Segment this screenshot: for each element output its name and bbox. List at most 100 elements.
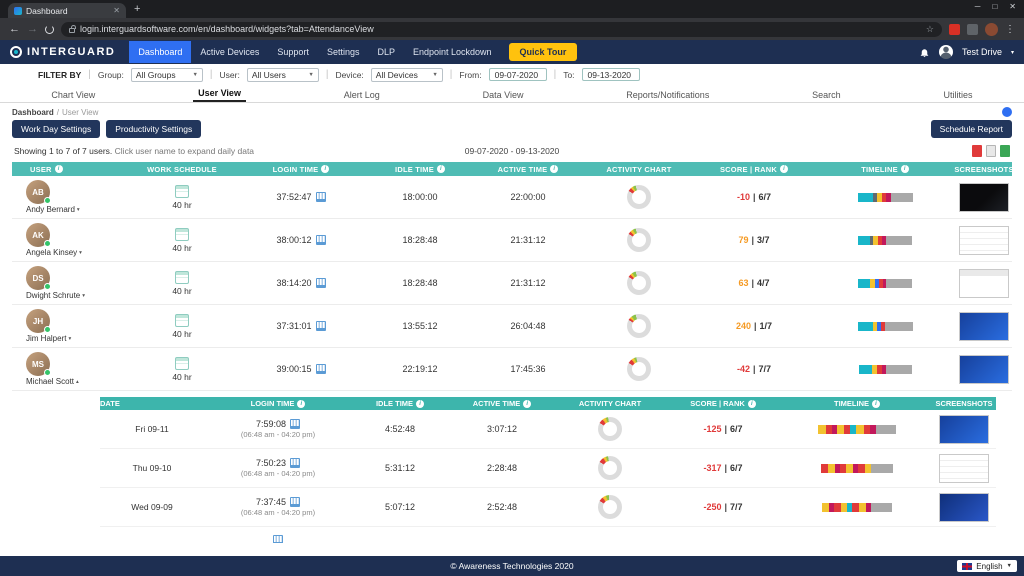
avatar[interactable]: AB [26,180,51,204]
export-pdf-icon[interactable] [972,145,983,157]
browser-profile-avatar[interactable] [985,22,998,36]
tab-close-icon[interactable]: ✕ [113,6,120,15]
timeline-bar [858,278,912,288]
tab-search[interactable]: Search [812,90,841,100]
window-minimize-icon[interactable]: ─ [974,2,981,11]
login-log-icon[interactable] [315,235,326,245]
user-name-expander[interactable]: Jim Halpert ▾ [26,334,72,343]
export-xls-icon[interactable] [1000,145,1011,157]
screenshot-thumbnail[interactable] [959,225,1009,255]
info-icon[interactable] [900,165,909,173]
interguard-logo[interactable]: INTERGUARD [10,46,115,58]
screenshot-thumbnail[interactable] [959,268,1009,298]
user-select[interactable]: All Users ▼ [246,67,319,82]
back-icon[interactable]: ← [9,22,20,35]
language-select[interactable]: English ▼ [957,560,1017,572]
nav-support[interactable]: Support [277,47,309,57]
active-time-value: 26:04:48 [510,321,546,331]
tab-reports-notifications[interactable]: Reports/Notifications [626,90,710,100]
window-maximize-icon[interactable]: □ [992,2,998,11]
user-avatar-icon[interactable] [938,45,953,59]
avatar[interactable]: DS [26,266,51,290]
from-date-input[interactable]: 09-07-2020 [488,68,547,81]
tab-chart-view[interactable]: Chart View [51,90,96,100]
info-icon[interactable] [416,399,425,408]
screenshot-thumbnail[interactable] [939,453,989,483]
nav-dashboard[interactable]: Dashboard [129,41,192,63]
avatar[interactable]: JH [26,309,51,333]
divider: | [88,69,91,80]
from-date-value: 09-07-2020 [494,69,539,80]
login-log-icon[interactable] [315,192,326,202]
divider: | [553,69,557,80]
user-name-expander[interactable]: Dwight Schrute ▾ [26,291,86,300]
info-icon[interactable] [436,165,445,173]
tab-data-view[interactable]: Data View [482,90,524,100]
info-icon[interactable] [523,399,532,408]
col-score-rank: SCORE | RANK [719,164,777,174]
nav-dlp[interactable]: DLP [377,47,395,57]
bookmark-star-icon[interactable]: ☆ [925,23,934,34]
active-time-value: 22:00:00 [510,192,546,202]
reload-icon[interactable] [45,24,54,34]
productivity-settings-button[interactable]: Productivity Settings [106,120,202,138]
screenshot-thumbnail[interactable] [939,492,989,522]
user-name-expander[interactable]: Angela Kinsey ▾ [26,248,82,257]
info-icon[interactable] [872,399,880,408]
info-icon[interactable] [550,165,559,173]
nav-settings[interactable]: Settings [326,47,360,57]
tab-alert-log[interactable]: Alert Log [343,90,380,100]
avatar[interactable]: MS [26,352,51,376]
tab-utilities[interactable]: Utilities [943,90,973,100]
work-day-settings-button[interactable]: Work Day Settings [12,120,101,138]
page-footer: © Awareness Technologies 2020 English ▼ [0,556,1024,576]
info-icon[interactable] [747,399,756,408]
login-time-value: 7:37:45 [255,497,287,507]
login-log-icon[interactable] [273,535,283,543]
extensions-puzzle-icon[interactable] [967,23,978,35]
avatar[interactable]: AK [26,223,51,247]
login-log-icon[interactable] [315,321,326,331]
score-rank-separator: | [724,502,728,512]
col-screenshots: SCREENSHOTS [954,164,1014,174]
device-select[interactable]: All Devices ▼ [370,67,443,82]
browser-tab[interactable]: Dashboard ✕ [8,3,126,18]
login-log-icon[interactable] [315,364,326,374]
info-icon[interactable] [780,165,788,173]
user-table: USER WORK SCHEDULE LOGIN TIME IDLE TIME … [12,162,1014,543]
forward-icon[interactable]: → [27,22,38,35]
browser-menu-icon[interactable]: ⋮ [1005,23,1015,35]
notifications-bell-icon[interactable] [919,47,930,58]
nav-endpoint-lockdown[interactable]: Endpoint Lockdown [412,47,492,57]
url-bar[interactable]: login.interguardsoftware.com/en/dashboar… [61,21,942,37]
extension-icon[interactable] [949,23,960,35]
user-menu[interactable]: Test Drive [961,47,1002,57]
user-name-expander[interactable]: Michael Scott ▴ [26,377,79,386]
tab-user-view[interactable]: User View [193,85,246,102]
col-score-rank: SCORE | RANK [690,399,745,408]
window-close-icon[interactable]: ✕ [1009,2,1016,11]
page-info-icon[interactable] [1002,107,1012,117]
new-tab-button[interactable]: + [134,3,141,15]
login-log-icon[interactable] [315,278,326,288]
info-icon[interactable] [297,399,306,408]
schedule-report-button[interactable]: Schedule Report [930,120,1012,138]
screenshot-thumbnail[interactable] [959,182,1009,212]
breadcrumb-root[interactable]: Dashboard [12,107,54,117]
login-log-icon[interactable] [290,497,301,507]
export-doc-icon[interactable] [986,145,997,157]
nav-active-devices[interactable]: Active Devices [200,47,260,57]
info-icon[interactable] [54,165,63,173]
screenshot-thumbnail[interactable] [939,414,989,444]
to-date-input[interactable]: 09-13-2020 [581,68,640,81]
brand-name: INTERGUARD [27,46,116,58]
user-menu-caret-icon[interactable]: ▾ [1010,49,1014,56]
group-select[interactable]: All Groups ▼ [130,67,203,82]
screenshot-thumbnail[interactable] [959,354,1009,384]
login-log-icon[interactable] [290,419,301,429]
login-log-icon[interactable] [290,458,301,468]
user-name-expander[interactable]: Andy Bernard ▾ [26,205,80,214]
info-icon[interactable] [321,165,330,173]
screenshot-thumbnail[interactable] [959,311,1009,341]
quick-tour-button[interactable]: Quick Tour [508,43,578,61]
